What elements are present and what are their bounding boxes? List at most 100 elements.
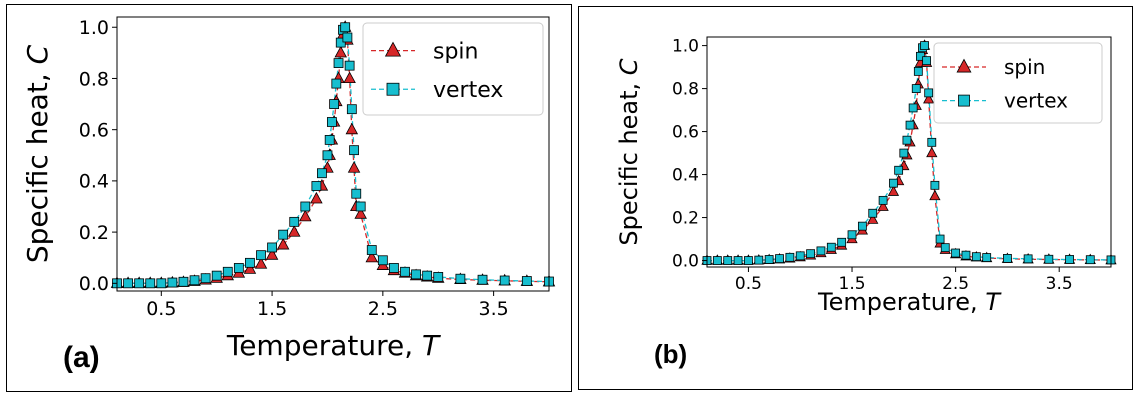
chart-a-spin-point-35 — [365, 250, 379, 263]
chart-a-spin-point-12 — [243, 262, 257, 274]
chart-a-vertex-point-32 — [349, 145, 359, 156]
chart-a-vertex-point-6 — [178, 276, 189, 287]
chart-a-vertex-point-30 — [344, 60, 355, 71]
chart-b-vertex-point-20 — [899, 148, 909, 158]
chart-a-ytick-label-2: 0.4 — [79, 171, 109, 193]
chart-b-vertex-point-15 — [857, 221, 867, 231]
chart-b-vertex-point-5 — [754, 255, 764, 265]
chart-a-legend-marker-vertex — [386, 82, 400, 96]
chart-a-vertex-point-10 — [222, 266, 233, 277]
chart-a-vertex-point-39 — [411, 269, 421, 280]
chart-a-spin-point-18 — [310, 191, 323, 204]
chart-b-vertex-point-28 — [920, 41, 929, 50]
chart-b-legend-marker-spin — [956, 58, 972, 73]
chart-b: 0.5 1.5 2.5 3.5 0.0 0.2 0.4 0.6 0.8 1.0 Temperatur… — [615, 36, 1117, 316]
chart-a-spin-point-13 — [254, 257, 268, 269]
chart-a-vertex-point-8 — [200, 273, 211, 284]
chart-b-vertex-point-32 — [930, 180, 940, 190]
chart-a-vertex-point-22 — [326, 117, 337, 127]
chart-a-vertex-point-24 — [331, 78, 342, 89]
chart-b-spin-point-16 — [867, 213, 879, 224]
chart-b-vertex-point-19 — [894, 165, 904, 175]
chart-a-vertex-point-16 — [289, 216, 300, 227]
chart-a-vertex-point-19 — [317, 168, 327, 179]
chart-a-vertex-point-17 — [300, 201, 311, 212]
chart-a-vertex-point-7 — [189, 275, 200, 286]
chart-b-vertex-point-34 — [940, 243, 950, 253]
chart-b-vertex-point-29 — [922, 56, 932, 66]
chart-b-vertex-point-13 — [837, 237, 847, 247]
chart-a-vertex-point-42 — [455, 273, 466, 284]
chart-a-ytick-label-0: 0.0 — [79, 273, 109, 295]
chart-a-spin-point-15 — [276, 237, 290, 250]
chart-b-vertex-point-14 — [847, 230, 857, 240]
chart-b-xtick-label-3: 3.5 — [1046, 274, 1073, 294]
chart-a-vertex-point-34 — [355, 201, 366, 212]
chart-a-xtick-label-0: 0.5 — [146, 298, 176, 320]
chart-a-vertex-point-44 — [499, 275, 510, 286]
chart-a-vertex-point-37 — [389, 263, 399, 273]
chart-a-series-vertex-markers — [112, 22, 554, 289]
chart-a-spin-point-16 — [287, 225, 301, 237]
chart-b-spin-point-18 — [887, 185, 900, 196]
chart-b-vertex-point-36 — [961, 250, 971, 260]
chart-a-vertex-point-20 — [322, 150, 333, 161]
chart-b-vertex-point-42 — [1065, 255, 1074, 264]
chart-b-ytick-label-1: 0.2 — [672, 209, 699, 229]
chart-a-vertex-point-35 — [366, 245, 377, 255]
chart-a: 0.5 1.5 2.5 3.5 0.0 0.2 0.4 0.6 0.8 1.0 Temperatur… — [21, 16, 556, 362]
chart-b-vertex-point-6 — [764, 255, 774, 264]
chart-a-vertex-point-3 — [145, 278, 156, 289]
panel-label-a: (a) — [63, 341, 100, 374]
chart-b-vertex-point-25 — [913, 66, 923, 76]
panel-a: 0.5 1.5 2.5 3.5 0.0 0.2 0.4 0.6 0.8 1.0 Temperatur… — [6, 4, 572, 392]
chart-a-vertex-point-31 — [346, 104, 357, 115]
chart-a-vertex-point-36 — [377, 255, 388, 266]
chart-a-ytick-label-3: 0.6 — [79, 120, 109, 142]
chart-a-legend-label-spin: spin — [433, 39, 478, 64]
chart-b-vertex-point-4 — [744, 256, 753, 265]
chart-a-ytick-label-5: 1.0 — [79, 17, 109, 39]
chart-a-vertex-point-28 — [340, 22, 351, 33]
chart-b-legend-label-vertex: vertex — [1004, 89, 1068, 113]
chart-a-legend-label-vertex: vertex — [433, 78, 503, 103]
chart-b-vertex-point-8 — [785, 252, 795, 262]
chart-a-plot-frame — [116, 16, 550, 292]
chart-b-vertex-point-37 — [971, 252, 981, 262]
chart-b-spin-point-30 — [923, 93, 935, 104]
chart-b-vertex-point-12 — [826, 242, 836, 252]
chart-b-ytick-label-2: 0.4 — [672, 166, 699, 186]
chart-a-ytick-label-1: 0.2 — [79, 222, 109, 244]
chart-b-xtick-label-0: 0.5 — [735, 274, 762, 294]
chart-b-ytick-label-3: 0.6 — [672, 123, 699, 143]
chart-a-spin-point-32 — [347, 161, 361, 173]
chart-a-spin-point-31 — [345, 122, 359, 135]
chart-b-ylabel: Specific heat, C — [615, 58, 643, 245]
chart-a-spin-point-14 — [265, 248, 279, 260]
chart-a-spin-point-17 — [299, 209, 312, 222]
chart-b-vertex-point-10 — [806, 249, 815, 259]
chart-b-legend-label-spin: spin — [1004, 55, 1045, 79]
chart-a-vertex-point-11 — [233, 263, 244, 273]
chart-b-ytick-label-4: 0.8 — [672, 80, 699, 100]
chart-b-vertex-point-17 — [878, 195, 888, 205]
chart-a-vertex-point-21 — [324, 135, 335, 145]
chart-b-vertex-point-16 — [868, 208, 878, 218]
chart-b-vertex-point-24 — [911, 84, 921, 93]
chart-b-vertex-point-18 — [889, 178, 898, 188]
chart-b-vertex-point-7 — [775, 254, 784, 264]
chart-b-vertex-point-40 — [1023, 254, 1033, 264]
chart-a-vertex-point-18 — [311, 181, 322, 191]
chart-b-vertex-point-23 — [908, 103, 918, 113]
chart-a-vertex-point-43 — [477, 274, 488, 285]
chart-a-vertex-point-1 — [123, 278, 133, 289]
chart-a-legend-box — [362, 22, 544, 116]
chart-a-vertex-point-9 — [211, 270, 222, 281]
chart-b-vertex-point-9 — [795, 251, 805, 261]
chart-b-plot-frame — [706, 36, 1112, 268]
chart-b-legend-box — [933, 42, 1103, 124]
chart-a-vertex-point-12 — [245, 257, 255, 268]
chart-a-vertex-point-15 — [278, 229, 289, 240]
chart-b-spin-point-17 — [877, 200, 889, 211]
panel-b: 0.5 1.5 2.5 3.5 0.0 0.2 0.4 0.6 0.8 1.0 Temperatur… — [578, 6, 1133, 390]
